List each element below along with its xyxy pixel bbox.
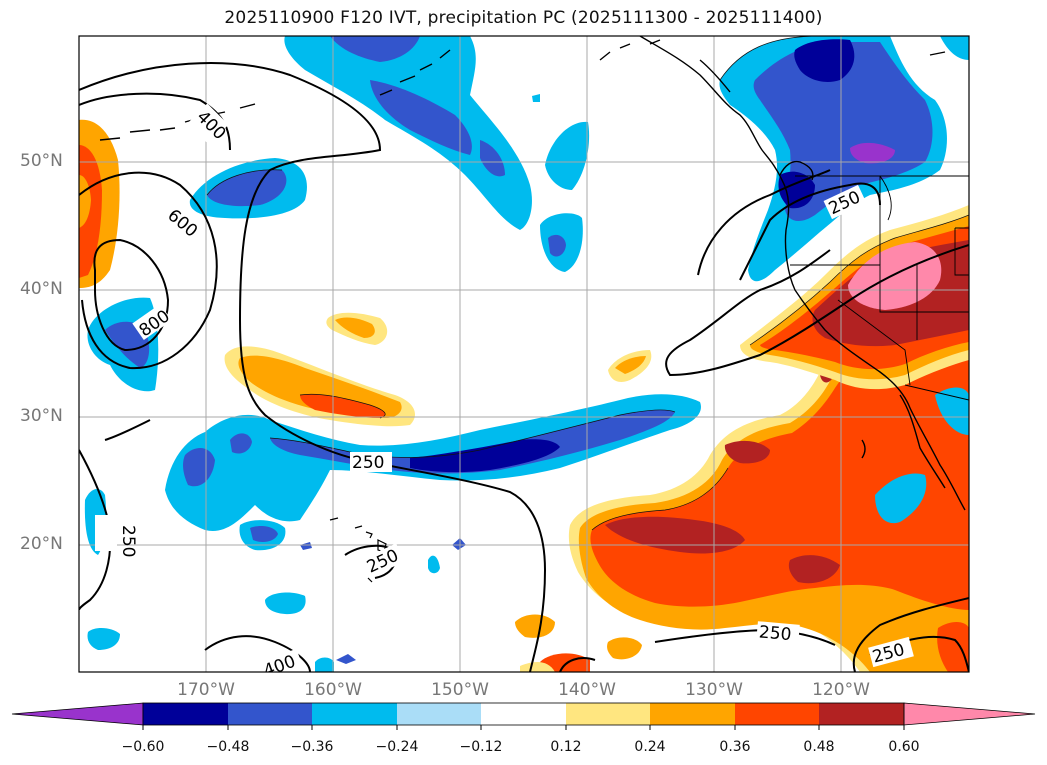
- lat-label-30n: 30°N: [20, 406, 63, 426]
- colorbar-tick-4: −0.24: [375, 739, 419, 755]
- colorbar-bin-5: [481, 703, 566, 725]
- ivt-label-250-central: 250: [352, 453, 384, 473]
- colorbar-tick-9: 0.48: [803, 739, 835, 755]
- colorbar-tick-6: 0.12: [550, 739, 582, 755]
- colorbar-extend-high: [903, 702, 1036, 726]
- colorbar-tick-3: −0.36: [290, 739, 334, 755]
- lon-label-140w: 140°W: [558, 680, 616, 700]
- colorbar-frame: [142, 702, 905, 726]
- colorbar-bin-2: [228, 703, 312, 725]
- lon-label-120w: 120°W: [812, 680, 870, 700]
- lat-label-20n: 20°N: [20, 534, 63, 554]
- lon-label-130w: 130°W: [685, 680, 743, 700]
- colorbar-tick-5: −0.12: [459, 739, 503, 755]
- colorbar-tick-8: 0.36: [719, 739, 751, 755]
- colorbar-bin-4: [397, 703, 481, 725]
- lat-label-50n: 50°N: [20, 151, 63, 171]
- ivt-label-250-west: 250: [118, 525, 138, 557]
- negative-anomaly-alaska-gulf: [284, 36, 532, 230]
- map-frame: [78, 35, 970, 673]
- lon-label-170w: 170°W: [177, 680, 235, 700]
- ivt-contour-label-bg: [95, 103, 914, 672]
- colorbar-tick-7: 0.24: [634, 739, 666, 755]
- ivt-contours: [79, 62, 969, 672]
- lat-label-40n: 40°N: [20, 279, 63, 299]
- colorbar-extend-low: [11, 702, 144, 726]
- colorbar: [11, 702, 1036, 730]
- figure-title: 2025110900 F120 IVT, precipitation PC (2…: [224, 8, 823, 28]
- colorbar-bin-8: [735, 703, 819, 725]
- lon-label-150w: 150°W: [431, 680, 489, 700]
- colorbar-bin-9: [819, 703, 904, 725]
- graticule: [79, 36, 969, 672]
- ivt-label-250-south: 250: [758, 622, 792, 645]
- colorbar-tick-1: −0.60: [121, 739, 165, 755]
- colorbar-bin-6: [566, 703, 650, 725]
- colorbar-bin-3: [312, 703, 397, 725]
- colorbar-bin-7: [650, 703, 735, 725]
- positive-anomaly-southeast-pacific: [568, 295, 969, 672]
- state-borders: [790, 175, 969, 401]
- map-panel: 400 600 800 250 250 250 250 250 250 400: [78, 35, 970, 673]
- colorbar-tick-2: −0.48: [206, 739, 250, 755]
- lon-label-160w: 160°W: [304, 680, 362, 700]
- colorbar-tick-10: 0.60: [888, 739, 920, 755]
- colorbar-bin-1: [143, 703, 228, 725]
- coastlines: [99, 36, 966, 511]
